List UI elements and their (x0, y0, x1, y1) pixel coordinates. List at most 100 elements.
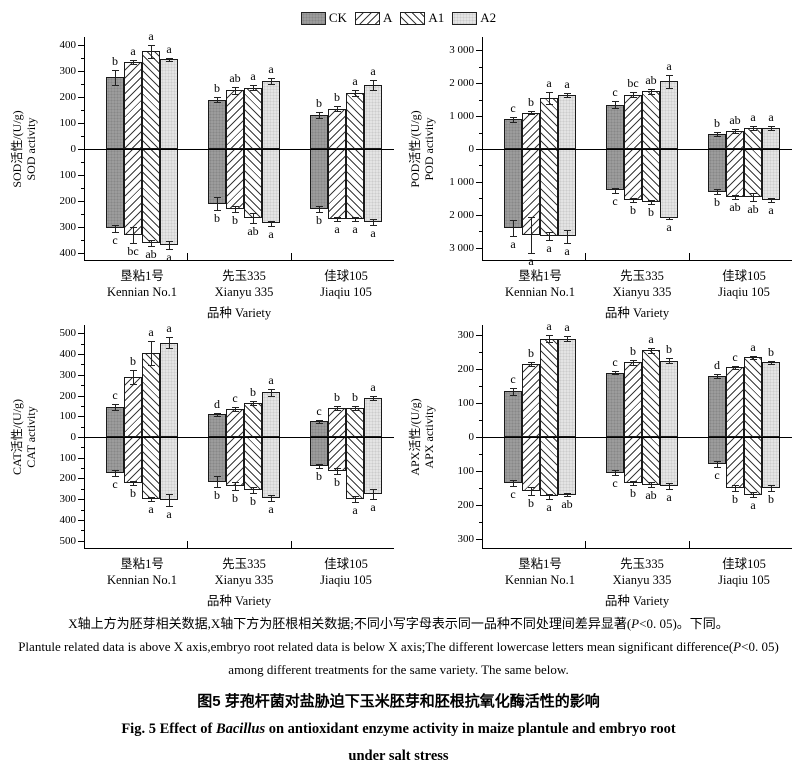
bar-a2-below (660, 149, 678, 219)
significance-letter: a (750, 109, 756, 124)
major-tick (78, 478, 84, 480)
error-bar-cap (767, 484, 775, 486)
legend-label-a2: A2 (480, 10, 497, 25)
major-tick (476, 247, 482, 249)
error-bar-line (735, 194, 736, 199)
axis-tick-label: 100 (59, 410, 77, 423)
minor-tick (81, 509, 84, 511)
significance-letter: a (564, 319, 570, 334)
error-bar-cap (749, 358, 757, 360)
major-tick (476, 403, 482, 405)
x-axis-title-sod: 品种 Variety (206, 306, 272, 320)
significance-letter: c (510, 371, 516, 386)
chart-legend: CK A A1 A2 (0, 0, 797, 27)
error-bar-cap (767, 360, 775, 362)
category-label-cn: 垦粘1号 (120, 557, 164, 571)
bar-ck-above (106, 77, 124, 149)
legend-item-a: A (354, 10, 392, 26)
error-bar-line (133, 227, 134, 243)
bar-ck-above (504, 391, 522, 437)
error-bar-cap (351, 89, 359, 91)
error-bar-line (669, 216, 670, 220)
error-bar-line (753, 491, 754, 498)
y-axis-label-cn: APX活性/(U/g) (408, 398, 422, 476)
bar-a1-above (642, 350, 660, 437)
error-bar-cap (749, 355, 757, 357)
bar-a1-below (346, 437, 364, 500)
bar-ck-below (106, 437, 124, 474)
error-bar-cap (545, 240, 553, 242)
error-bar-line (319, 419, 320, 424)
minor-tick (81, 57, 84, 59)
error-bar-cap (731, 128, 739, 130)
bar-a2-above (262, 81, 280, 149)
error-bar-cap (111, 403, 119, 405)
error-bar-line (235, 406, 236, 412)
error-bar-line (253, 85, 254, 91)
major-tick (78, 122, 84, 124)
error-bar-cap (231, 489, 239, 491)
significance-letter: a (148, 324, 154, 339)
error-bar-cap (213, 210, 221, 212)
error-bar-line (549, 92, 550, 104)
bar-a2-above (558, 338, 576, 437)
category-label-cn: 先玉335 (222, 269, 266, 283)
error-bar-cap (249, 213, 257, 215)
major-tick (78, 499, 84, 501)
category-label-cn: 垦粘1号 (518, 269, 562, 283)
error-bar-line (771, 198, 772, 203)
bar-a-below (726, 149, 744, 197)
x-axis-title-cat: 品种 Variety (206, 594, 272, 608)
significance-letter: c (112, 233, 118, 248)
bar-a2-above (160, 342, 178, 437)
note-line-en-1: Plantule related data is above X axis,em… (0, 639, 797, 655)
error-bar-cap (213, 197, 221, 199)
category-label: 先玉335 Xianyu 335 (613, 268, 672, 300)
error-bar-cap (333, 221, 341, 223)
error-bar-line (151, 497, 152, 502)
error-bar-cap (731, 132, 739, 134)
error-bar-cap (563, 92, 571, 94)
error-bar-cap (647, 353, 655, 355)
bar-ck-below (606, 149, 624, 191)
error-bar-line (735, 484, 736, 492)
category-label-en: Xianyu 335 (612, 285, 672, 299)
bar-a1-below (244, 437, 262, 490)
error-bar-line (169, 337, 170, 348)
error-bar-line (271, 220, 272, 226)
significance-letter: a (648, 331, 654, 346)
category-boundary-tick (585, 541, 587, 549)
error-bar-cap (665, 363, 673, 365)
y-axis-label-cn: SOD活性/(U/g) (10, 110, 24, 188)
error-bar-line (235, 87, 236, 94)
axis-tick-label: 300 (59, 368, 77, 381)
bar-ck-above (606, 372, 624, 437)
error-bar-cap (369, 224, 377, 226)
legend-item-ck: CK (300, 10, 347, 26)
significance-letter: d (214, 396, 220, 411)
error-bar-cap (165, 506, 173, 508)
error-bar-cap (545, 232, 553, 234)
bar-a1-below (244, 149, 262, 219)
error-bar-cap (369, 488, 377, 490)
minor-tick (81, 447, 84, 449)
axis-tick-label: 200 (59, 389, 77, 402)
figure-captions: X轴上方为胚芽相关数据,X轴下方为胚根相关数据;不同小写字母表示同一品种不同处理… (0, 613, 797, 765)
error-bar-line (151, 44, 152, 58)
error-bar-line (567, 493, 568, 497)
error-bar-cap (315, 468, 323, 470)
error-bar-cap (315, 419, 323, 421)
axis-tick-label: 0 (468, 143, 475, 155)
significance-letter: a (666, 58, 672, 73)
category-label: 垦粘1号 Kennian No.1 (107, 556, 177, 588)
axis-tick-label: 200 (59, 195, 77, 208)
error-bar-cap (629, 359, 637, 361)
significance-letter: c (714, 467, 720, 482)
significance-letter: b (316, 213, 322, 228)
bar-a1-below (142, 149, 160, 243)
error-bar-line (615, 469, 616, 476)
significance-letter: ab (229, 71, 241, 86)
significance-letter: b (214, 211, 220, 226)
significance-letter: b (232, 490, 238, 505)
